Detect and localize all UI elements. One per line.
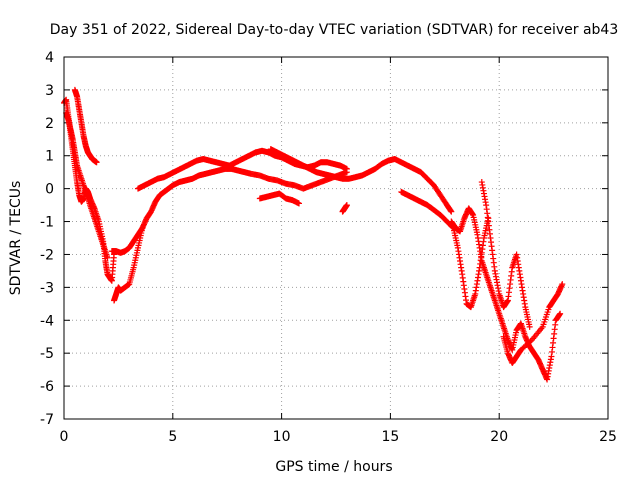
x-tick-label: 10 [273, 429, 291, 445]
series-track-H [267, 146, 455, 215]
x-tick-label: 25 [599, 429, 617, 445]
y-tick-label: -5 [40, 346, 54, 362]
y-tick-label: -1 [40, 215, 54, 231]
data-point [526, 323, 533, 330]
x-tick-label: 20 [490, 429, 508, 445]
y-tick-label: -4 [40, 313, 54, 329]
x-axis-label: GPS time / hours [275, 459, 392, 475]
series-track-C [63, 109, 111, 261]
data-point [557, 310, 564, 317]
data-point [104, 254, 111, 261]
y-tick-label: -7 [40, 412, 54, 428]
y-axis-label: SDTVAR / TECUs [8, 181, 24, 296]
series-track-L [478, 179, 533, 330]
plot-frame [63, 56, 609, 420]
series-track-G [256, 190, 303, 207]
x-tick-label: 5 [168, 429, 177, 445]
y-tick-label: -2 [40, 247, 54, 263]
data-point [448, 208, 455, 215]
data-point [343, 165, 350, 172]
x-tick-label: 15 [381, 429, 399, 445]
series-track-K [448, 205, 564, 383]
data-point [527, 338, 534, 345]
y-tick-label: 3 [45, 83, 54, 99]
data-point [559, 281, 566, 288]
series-track-I [339, 202, 350, 215]
data-point [343, 202, 350, 209]
data-point [93, 159, 100, 166]
data-points [61, 86, 566, 383]
chart-title: Day 351 of 2022, Sidereal Day-to-day VTE… [50, 22, 619, 38]
series-track-M [500, 281, 566, 367]
y-tick-label: 1 [45, 149, 54, 165]
y-tick-label: 0 [45, 182, 54, 198]
y-tick-label: 2 [45, 116, 54, 132]
y-tick-label: 4 [45, 50, 54, 66]
grid [64, 57, 608, 419]
y-tick-label: -6 [40, 379, 54, 395]
x-tick-label: 0 [60, 429, 69, 445]
series-track-B [71, 86, 100, 166]
series-track-J [398, 188, 492, 311]
y-tick-label: -3 [40, 280, 54, 296]
data-point [296, 200, 303, 207]
